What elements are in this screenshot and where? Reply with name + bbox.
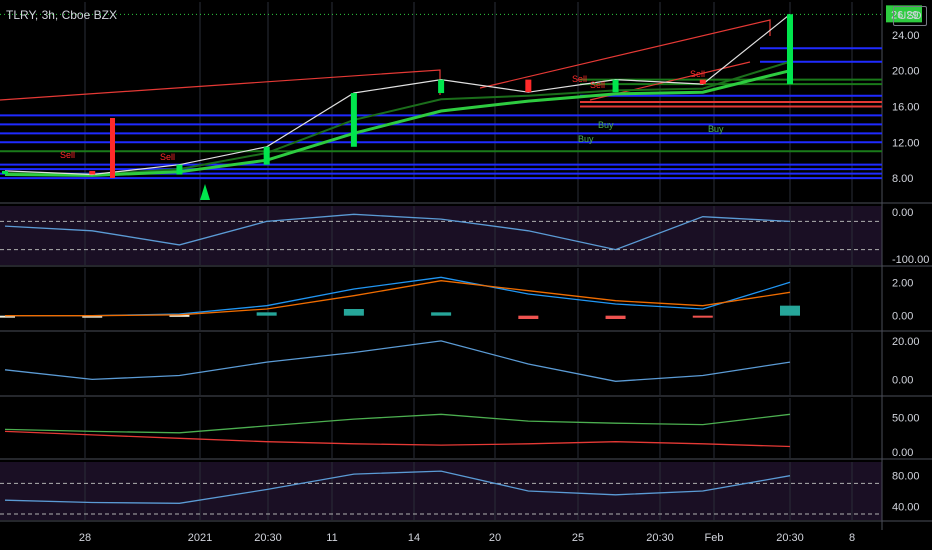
dmi-series-line: [4, 430, 791, 448]
time-axis-tick: 20: [489, 532, 501, 544]
price-candle: [263, 146, 270, 165]
sell-signal-label: Sell: [160, 152, 175, 162]
williams_r-axis-tick: -100.00: [892, 254, 929, 266]
price-candle: [350, 93, 357, 147]
price-axis-tick: 20.00: [892, 66, 920, 78]
price-candle: [438, 79, 445, 94]
time-axis-tick: 2021: [188, 532, 212, 544]
momentum-axis-tick: 20.00: [892, 336, 920, 348]
buy-signal-label: Buy: [598, 120, 614, 130]
time-axis-tick: 11: [326, 532, 337, 544]
rsi-axis-tick: 80.00: [892, 471, 920, 483]
time-axis-tick: 25: [572, 532, 584, 544]
price-candle: [89, 170, 96, 175]
dmi-series-line: [4, 413, 791, 434]
price-axis-tick: 8.00: [892, 173, 913, 185]
macd-histogram-bar: [0, 315, 15, 318]
sell-signal-label: Sell: [590, 80, 605, 90]
price-candle: [699, 79, 706, 85]
moving-average-fast: [4, 69, 791, 177]
rsi-axis-tick: 40.00: [892, 501, 920, 513]
price-candle: [525, 79, 532, 93]
price-axis-tick: 12.00: [892, 137, 920, 149]
macd-histogram-bar: [431, 312, 452, 316]
panel-williams_r-bg: [0, 206, 882, 265]
macd-histogram-bar: [169, 314, 190, 317]
time-axis-tick: 28: [79, 532, 91, 544]
macd-histogram-bar: [256, 312, 277, 316]
price-candle: [176, 164, 183, 175]
momentum-axis-tick: 0.00: [892, 374, 913, 386]
macd-histogram-bar: [343, 309, 364, 316]
macd-axis-tick: 0.00: [892, 311, 913, 323]
time-axis-tick: 20:30: [776, 532, 804, 544]
time-axis-tick: 8: [849, 532, 855, 544]
channel-line: [479, 19, 771, 89]
macd-axis-tick: 2.00: [892, 277, 913, 289]
sell-signal-label: Sell: [60, 150, 75, 160]
price-candle: [2, 170, 8, 174]
currency-button[interactable]: USD: [893, 6, 927, 26]
momentum-series-line: [4, 340, 791, 382]
buy-signal-label: Buy: [708, 124, 724, 134]
time-axis-tick: 14: [408, 532, 420, 544]
macd-histogram-bar: [82, 315, 103, 318]
buy-signal-label: Buy: [578, 134, 594, 144]
sell-signal-arrow: [110, 118, 115, 178]
channel-line: [0, 69, 441, 101]
time-axis-tick: Feb: [705, 532, 724, 544]
rsi-series-line: [4, 470, 791, 504]
moving-average-slow: [4, 60, 791, 176]
time-axis-tick: 20:30: [646, 532, 674, 544]
macd-histogram-bar: [780, 305, 800, 316]
macd-histogram-bar: [692, 315, 713, 318]
price-candle: [612, 79, 619, 93]
macd-series-line: [5, 276, 791, 317]
price-axis-tick: 16.00: [892, 101, 920, 113]
dmi-axis-tick: 50.00: [892, 413, 920, 425]
sell-signal-label: Sell: [572, 74, 587, 84]
williams_r-series-line: [4, 213, 791, 251]
last-price-label: 26.29: [891, 9, 919, 21]
buy-signal-arrow: [200, 184, 210, 200]
price-candle: [787, 14, 793, 85]
last-price-tag: [886, 5, 922, 23]
time-axis-tick: 20:30: [254, 532, 282, 544]
price-line: [4, 13, 791, 176]
dmi-axis-tick: 0.00: [892, 447, 913, 459]
williams_r-axis-tick: 0.00: [892, 207, 913, 219]
price-axis-tick: 24.00: [892, 30, 920, 42]
macd-histogram-bar: [605, 315, 626, 319]
macd-series-line: [5, 280, 791, 317]
macd-histogram-bar: [518, 315, 539, 319]
symbol-title[interactable]: TLRY, 3h, Cboe BZX: [6, 8, 117, 22]
sell-signal-label: Sell: [690, 69, 705, 79]
